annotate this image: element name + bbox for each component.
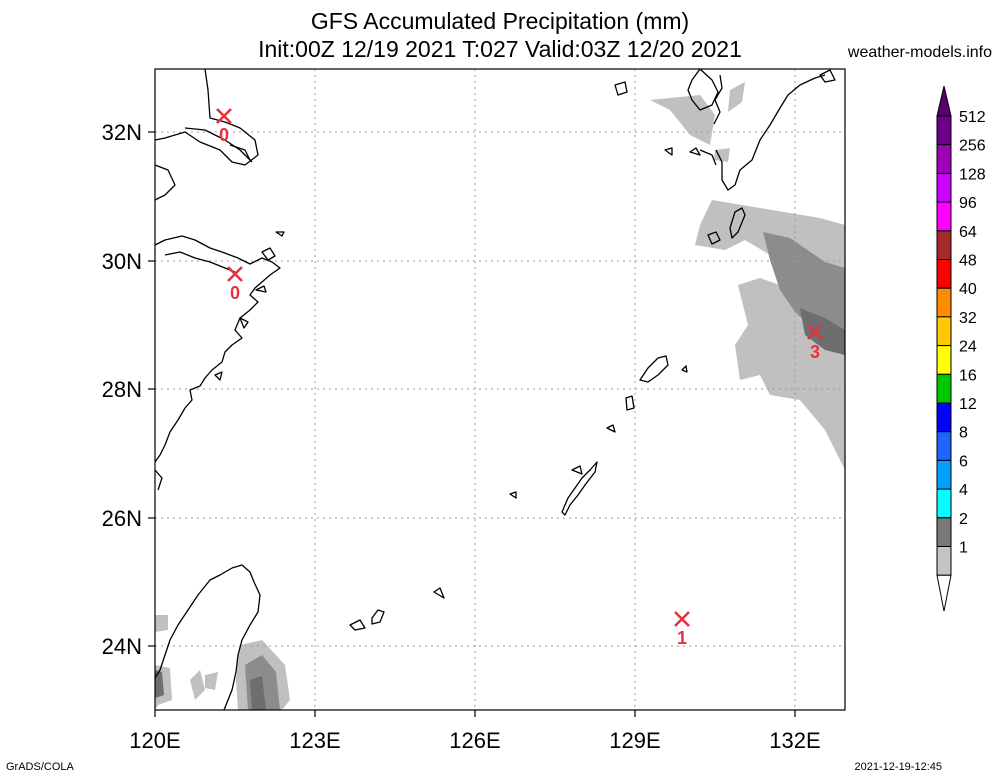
colorbar-label: 48 [959, 253, 977, 270]
colorbar-label: 24 [959, 339, 977, 356]
lat-label: 32N [102, 120, 142, 145]
lon-label: 120E [129, 728, 180, 753]
colorbar-bottom-arrow [936, 574, 952, 612]
lat-label: 28N [102, 377, 142, 402]
colorbar-label: 512 [959, 109, 986, 126]
colorbar-label: 6 [959, 453, 968, 470]
colorbar-swatch [936, 144, 952, 174]
colorbar-swatch [936, 201, 952, 232]
colorbar-swatch [936, 459, 952, 490]
colorbar-swatch [936, 517, 952, 547]
site-label: weather-models.info [847, 44, 992, 61]
chart-title: GFS Accumulated Precipitation (mm) [310, 8, 690, 34]
axis-ticks [148, 131, 796, 717]
chart-subtitle: Init:00Z 12/19 2021 T:027 Valid:03Z 12/2… [258, 36, 742, 62]
coastlines [155, 69, 836, 710]
colorbar-swatch [936, 259, 952, 289]
colorbar-label: 64 [959, 224, 977, 241]
colorbar-label: 128 [959, 166, 986, 183]
colorbar-swatch [936, 115, 952, 146]
colorbar-label: 40 [959, 281, 977, 298]
colorbar-swatch [936, 172, 952, 203]
marker-sea-south: 1 [674, 611, 690, 648]
precip-heavy [155, 308, 845, 710]
colorbar-label: 32 [959, 310, 977, 327]
lat-label: 30N [102, 249, 142, 274]
colorbar-swatch [936, 287, 952, 318]
footer-timestamp: 2021-12-19-12:45 [854, 761, 942, 773]
map-area: 0 0 3 1 [155, 69, 845, 710]
colorbar-swatch [936, 402, 952, 433]
marker-value: 0 [230, 283, 240, 303]
colorbar-label: 96 [959, 195, 977, 212]
lon-label: 126E [449, 728, 500, 753]
colorbar-swatch [936, 316, 952, 347]
colorbar-label: 12 [959, 396, 977, 413]
marker-value: 0 [219, 125, 229, 145]
marker-value: 1 [677, 628, 687, 648]
colorbar-swatch [936, 345, 952, 375]
colorbar-swatch [936, 373, 952, 404]
colorbar-label: 256 [959, 138, 986, 155]
colorbar-swatch [936, 546, 952, 576]
marker-ningbo: 0 [227, 266, 243, 303]
lat-label: 26N [102, 506, 142, 531]
colorbar-label: 2 [959, 511, 968, 528]
lon-label: 123E [289, 728, 340, 753]
lon-label: 129E [609, 728, 660, 753]
colorbar-swatch [936, 230, 952, 261]
marker-value: 3 [810, 342, 820, 362]
lon-label: 132E [769, 728, 820, 753]
lat-label: 24N [102, 634, 142, 659]
colorbar-label: 16 [959, 367, 977, 384]
colorbar-swatch [936, 431, 952, 461]
marker-kyushu-south: 3 [807, 324, 823, 362]
colorbar-label: 8 [959, 425, 968, 442]
marker-shanghai-north: 0 [216, 108, 232, 145]
footer-credit: GrADS/COLA [6, 761, 74, 773]
colorbar-label: 1 [959, 540, 968, 557]
colorbar-top-arrow [936, 85, 952, 117]
colorbar-label: 4 [959, 482, 968, 499]
colorbar-swatch [936, 488, 952, 519]
